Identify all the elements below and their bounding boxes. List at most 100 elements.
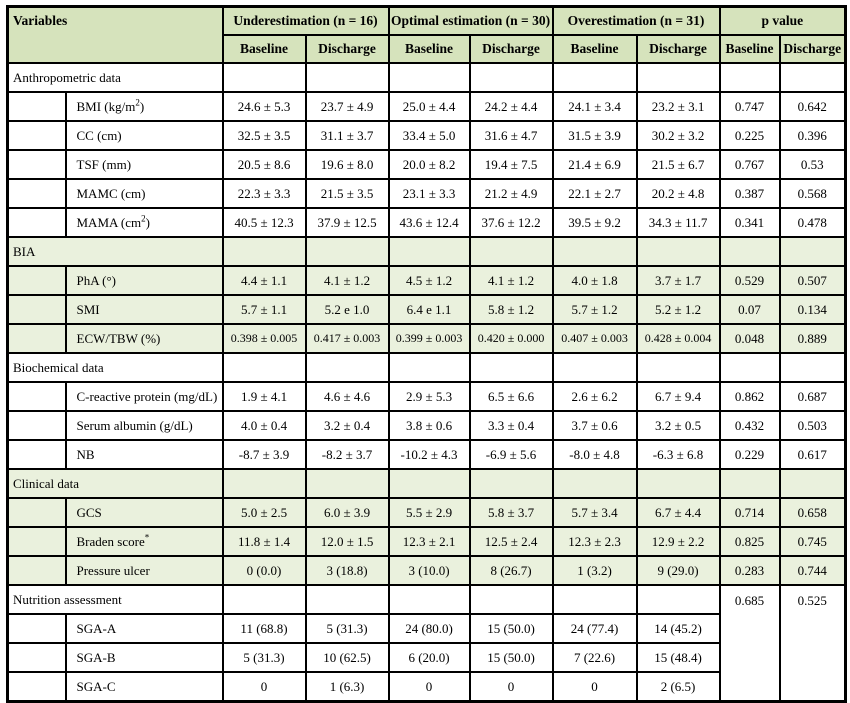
value-cell: 14 (45.2): [635, 613, 721, 644]
value-cell: 3 (10.0): [387, 555, 471, 586]
variable-superscript: 2: [141, 213, 146, 224]
empty-cell: [718, 468, 781, 499]
value-cell: 0: [221, 671, 307, 703]
value-cell: 15 (48.4): [635, 642, 721, 673]
p-value-discharge-cell: 0.889: [778, 323, 847, 354]
indent-cell: [6, 294, 67, 325]
value-cell: 20.2 ± 4.8: [635, 178, 721, 209]
empty-cell: [387, 584, 471, 615]
p-value-discharge-cell: 0.687: [778, 381, 847, 412]
value-cell: 0 (0.0): [221, 555, 307, 586]
p-value-baseline-cell: 0.387: [718, 178, 781, 209]
value-cell: 4.6 ± 4.6: [304, 381, 390, 412]
table-row: BMI (kg/m2) 24.6 ± 5.3 23.7 ± 4.9 25.0 ± 4.…: [6, 91, 847, 122]
empty-cell: [468, 352, 554, 383]
value-cell: 0.399 ± 0.003: [387, 323, 471, 354]
p-value-baseline-cell: 0.862: [718, 381, 781, 412]
p-value-discharge-cell: 0.568: [778, 178, 847, 209]
value-cell: 6.7 ± 4.4: [635, 497, 721, 528]
empty-cell: [551, 62, 638, 93]
empty-cell: [387, 352, 471, 383]
subheader-baseline: Baseline: [718, 34, 781, 64]
value-cell: 21.5 ± 6.7: [635, 149, 721, 180]
section-label: Anthropometric data: [6, 62, 224, 93]
empty-cell: [635, 236, 721, 267]
value-cell: 5.7 ± 3.4: [551, 497, 638, 528]
p-value-discharge-cell: 0.53: [778, 149, 847, 180]
value-cell: 0.428 ± 0.004: [635, 323, 721, 354]
p-value-discharge-cell: 0.507: [778, 265, 847, 296]
table-row: C-reactive protein (mg/dL) 1.9 ± 4.1 4.6 ±…: [6, 381, 847, 412]
variable-name: SGA-C: [64, 671, 224, 703]
value-cell: 0: [551, 671, 638, 703]
empty-cell: [221, 584, 307, 615]
empty-cell: [718, 236, 781, 267]
table-row: SMI 5.7 ± 1.1 5.2 e 1.0 6.4 e 1.1 5.8 ± 1.2 5…: [6, 294, 847, 325]
table-row: NB -8.7 ± 3.9 -8.2 ± 3.7 -10.2 ± 4.3 -6.9 ± …: [6, 439, 847, 470]
variable-label: GCS: [76, 504, 102, 520]
value-cell: 5.8 ± 3.7: [468, 497, 554, 528]
empty-cell: [718, 62, 781, 93]
variable-superscript: *: [144, 532, 150, 543]
value-cell: 1 (6.3): [304, 671, 390, 703]
value-cell: 9 (29.0): [635, 555, 721, 586]
value-cell: 0: [387, 671, 471, 703]
p-value-discharge-cell: 0.745: [778, 526, 847, 557]
p-value-discharge-cell: 0.658: [778, 497, 847, 528]
subheader-baseline: Baseline: [221, 34, 307, 64]
group-header: Optimal estimation (n = 30): [387, 5, 554, 36]
variable-name: Braden score*: [64, 526, 224, 557]
value-cell: 12.3 ± 2.3: [551, 526, 638, 557]
table-row: CC (cm) 32.5 ± 3.5 31.1 ± 3.7 33.4 ± 5.0 31.…: [6, 120, 847, 151]
variable-name: Serum albumin (g/dL): [64, 410, 224, 441]
variable-label: TSF (mm): [76, 156, 132, 172]
value-cell: 31.1 ± 3.7: [304, 120, 390, 151]
variable-label: BMI (kg/m: [76, 98, 136, 114]
variable-name: NB: [64, 439, 224, 470]
indent-cell: [6, 207, 67, 238]
value-cell: 24 (80.0): [387, 613, 471, 644]
indent-cell: [6, 149, 67, 180]
empty-cell: [221, 236, 307, 267]
value-cell: 2.6 ± 6.2: [551, 381, 638, 412]
section-label: BIA: [6, 236, 224, 267]
group-header: Overestimation (n = 31): [551, 5, 721, 36]
p-value-discharge-cell: 0.642: [778, 91, 847, 122]
p-value-discharge-cell: 0.525: [778, 584, 847, 703]
value-cell: 5.8 ± 1.2: [468, 294, 554, 325]
indent-cell: [6, 613, 67, 644]
variable-name: SGA-A: [64, 613, 224, 644]
table-row: GCS 5.0 ± 2.5 6.0 ± 3.9 5.5 ± 2.9 5.8 ± 3.7 5…: [6, 497, 847, 528]
header-row-sub: Baseline Discharge Baseline Discharge Baseli…: [8, 34, 847, 64]
empty-cell: [468, 584, 554, 615]
value-cell: 6.4 e 1.1: [387, 294, 471, 325]
section-label: Biochemical data: [6, 352, 224, 383]
value-cell: 3.3 ± 0.4: [468, 410, 554, 441]
value-cell: 5 (31.3): [304, 613, 390, 644]
p-value-baseline-cell: 0.767: [718, 149, 781, 180]
indent-cell: [6, 120, 67, 151]
value-cell: 22.1 ± 2.7: [551, 178, 638, 209]
value-cell: 22.3 ± 3.3: [221, 178, 307, 209]
value-cell: 23.1 ± 3.3: [387, 178, 471, 209]
value-cell: 43.6 ± 12.4: [387, 207, 471, 238]
indent-cell: [6, 91, 67, 122]
subheader-discharge: Discharge: [635, 34, 721, 64]
section-row: Anthropometric data: [6, 62, 847, 93]
variable-label-tail: ): [139, 98, 145, 114]
variable-label-tail: ): [145, 214, 150, 230]
variable-name: Pressure ulcer: [64, 555, 224, 586]
variable-name: GCS: [64, 497, 224, 528]
variable-name: BMI (kg/m2): [64, 91, 224, 122]
value-cell: 23.2 ± 3.1: [635, 91, 721, 122]
variable-name: SMI: [64, 294, 224, 325]
indent-cell: [6, 642, 67, 673]
value-cell: 37.6 ± 12.2: [468, 207, 554, 238]
variable-label: SGA-A: [76, 620, 117, 636]
header-row-groups: Variables Underestimation (n = 16) Optimal…: [6, 5, 847, 64]
section-row: Nutrition assessment 0.685 0.525: [6, 584, 847, 703]
indent-cell: [6, 265, 67, 296]
value-cell: 4.1 ± 1.2: [304, 265, 390, 296]
empty-cell: [468, 62, 554, 93]
value-cell: 25.0 ± 4.4: [387, 91, 471, 122]
